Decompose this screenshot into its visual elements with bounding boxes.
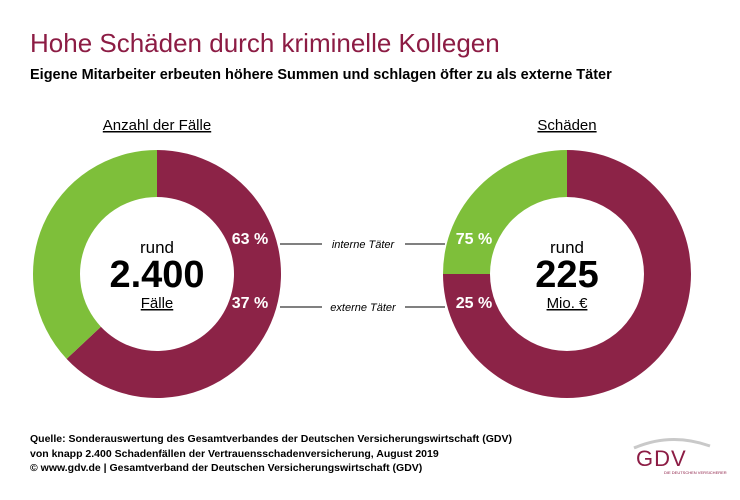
donut-segment [443, 150, 691, 398]
center-prefix: rund [140, 238, 174, 257]
center-value: 225 [535, 254, 598, 296]
center-unit: Mio. € [547, 295, 589, 312]
logo-subtext: DIE DEUTSCHEN VERSICHERER [664, 470, 727, 475]
chart-subtitle: Eigene Mitarbeiter erbeuten höhere Summe… [30, 67, 612, 83]
logo-swoosh-icon [633, 437, 711, 450]
source-line-1: Quelle: Sonderauswertung des Gesamtverba… [30, 433, 512, 445]
legend-label: interne Täter [332, 239, 396, 251]
center-prefix: rund [550, 238, 584, 257]
donut-segment [32, 150, 157, 359]
donut-segment [443, 150, 567, 274]
legend-label: externe Täter [330, 302, 397, 314]
value-label: 63 % [232, 231, 268, 248]
source-line-3: © www.gdv.de | Gesamtverband der Deutsch… [30, 462, 423, 474]
value-label: 25 % [456, 295, 492, 312]
logo-text: GDV [636, 446, 687, 471]
source-footer: Quelle: Sonderauswertung des Gesamtverba… [30, 432, 512, 476]
value-label: 37 % [232, 295, 268, 312]
value-label: 75 % [456, 231, 492, 248]
center-value: 2.400 [109, 254, 204, 296]
source-line-2: von knapp 2.400 Schadenfällen der Vertra… [30, 447, 439, 460]
donut-segment [66, 150, 281, 398]
donut-title: Anzahl der Fälle [103, 117, 211, 134]
donut-title: Schäden [537, 117, 596, 134]
chart-title: Hohe Schäden durch kriminelle Kollegen [30, 28, 500, 58]
gdv-logo: GDV DIE DEUTSCHEN VERSICHERER [626, 434, 727, 482]
center-unit: Fälle [141, 295, 174, 312]
